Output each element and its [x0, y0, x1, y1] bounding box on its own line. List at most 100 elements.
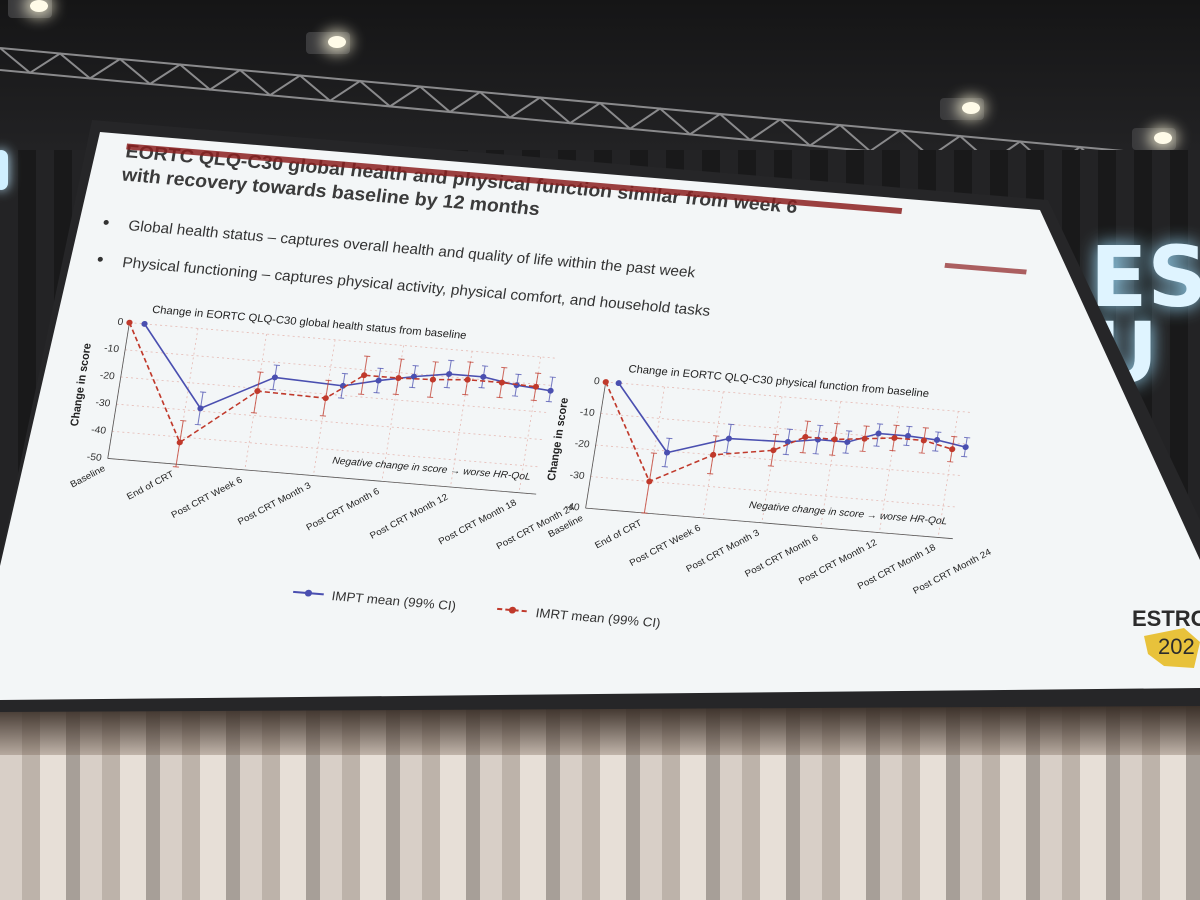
- y-tick-label: -20: [99, 370, 116, 382]
- error-bar-cap: [194, 423, 202, 426]
- error-bar-cap: [889, 449, 896, 452]
- side-screen-edge: [0, 150, 8, 190]
- error-bar-cap: [373, 392, 380, 394]
- error-bar-cap: [960, 455, 968, 458]
- y-tick-label: -10: [579, 407, 596, 419]
- error-bar-cap: [728, 423, 735, 426]
- y-tick-label: -20: [574, 438, 591, 450]
- imrt-data-point: [322, 395, 329, 402]
- error-bar-cap: [782, 453, 790, 456]
- impt-data-point: [933, 437, 941, 443]
- error-bar-cap: [448, 359, 455, 362]
- imrt-data-point: [861, 435, 868, 442]
- error-bar-cap: [432, 361, 439, 363]
- error-bar-cap: [462, 393, 469, 396]
- imrt-data-point: [361, 372, 368, 379]
- y-tick-label: -40: [90, 425, 107, 437]
- error-bar-cap: [842, 452, 849, 454]
- error-bar-cap: [876, 423, 884, 425]
- grid-line: [116, 403, 545, 441]
- error-bar-cap: [947, 461, 954, 463]
- impt-data-point: [962, 444, 969, 451]
- error-bar-cap: [834, 422, 841, 425]
- impt-data-point: [904, 433, 911, 439]
- y-tick-label: -50: [86, 452, 103, 464]
- error-bar-cap: [530, 399, 537, 402]
- error-bar-cap: [964, 436, 971, 439]
- error-bar-cap: [812, 453, 819, 455]
- impt-data-point: [784, 438, 791, 445]
- stage-light: [1132, 128, 1176, 150]
- impt-data-point: [375, 377, 382, 384]
- impt-data-point: [875, 430, 882, 437]
- error-bar-cap: [641, 512, 648, 514]
- error-bar-cap: [172, 466, 179, 468]
- stage-light: [940, 98, 984, 120]
- imrt-data-point: [602, 379, 609, 385]
- error-bar-cap: [906, 425, 913, 428]
- estro-logo: ESTRO 202: [1132, 606, 1200, 668]
- legend-impt-marker: [304, 589, 313, 597]
- impt-data-point: [844, 439, 851, 445]
- error-bar-cap: [661, 466, 668, 468]
- impt-data-point: [547, 387, 554, 394]
- error-bar-cap: [515, 373, 522, 376]
- imrt-data-point: [770, 447, 777, 454]
- y-tick-label: 0: [117, 317, 125, 328]
- error-bar-cap: [799, 451, 806, 454]
- imrt-data-point: [429, 376, 437, 383]
- imrt-data-point: [464, 376, 471, 383]
- y-tick-label: -40: [564, 502, 581, 514]
- error-bar-cap: [199, 391, 207, 393]
- imrt-data-point: [395, 375, 402, 382]
- title-bar-accent: [944, 262, 1027, 275]
- grid-line: [450, 351, 473, 488]
- error-bar-cap: [273, 364, 280, 366]
- impt-data-point: [141, 320, 148, 327]
- imrt-data-point: [176, 439, 183, 446]
- legend-imrt-marker: [508, 606, 517, 614]
- error-bar-cap: [859, 450, 866, 453]
- error-bar-cap: [846, 430, 853, 432]
- imrt-data-point: [891, 435, 898, 441]
- error-bar-cap: [398, 358, 405, 360]
- impt-data-point: [725, 435, 732, 442]
- y-tick-label: -30: [95, 398, 112, 410]
- error-bar-cap: [357, 393, 365, 395]
- imrt-data-point: [532, 383, 540, 390]
- impt-data-point: [271, 374, 278, 381]
- error-bar-cap: [180, 419, 187, 422]
- error-bar-cap: [545, 400, 552, 403]
- y-tick-label: -10: [103, 343, 120, 355]
- error-bar-cap: [481, 365, 489, 367]
- error-bar-cap: [873, 445, 880, 447]
- impt-data-point: [480, 373, 487, 380]
- legend-imrt-line: [496, 607, 528, 613]
- error-bar-cap: [767, 465, 775, 467]
- error-bar-cap: [534, 372, 542, 374]
- grid-line: [605, 381, 974, 413]
- imrt-data-point: [920, 437, 927, 444]
- error-bar-cap: [341, 372, 349, 375]
- error-bar-cap: [467, 361, 474, 363]
- error-bar-cap: [804, 420, 811, 422]
- logo-text: ESTRO: [1132, 606, 1200, 631]
- impt-data-point: [615, 380, 622, 386]
- grid-line: [643, 386, 665, 514]
- imrt-series-line: [128, 322, 537, 444]
- error-bar-cap: [666, 437, 673, 440]
- error-bar-cap: [707, 473, 714, 475]
- error-bar-cap: [412, 365, 419, 367]
- bullet-dot: [97, 256, 103, 262]
- error-bar-cap: [817, 424, 824, 427]
- error-bar-cap: [772, 433, 780, 436]
- stage-light: [306, 32, 350, 54]
- grid-line: [120, 376, 550, 414]
- error-bar-cap: [257, 371, 264, 373]
- stage-curtain: [0, 705, 1200, 900]
- impt-data-point: [664, 449, 671, 456]
- logo-year: 202: [1158, 634, 1195, 659]
- error-bar-cap: [337, 397, 345, 399]
- y-tick-label: 0: [593, 376, 601, 387]
